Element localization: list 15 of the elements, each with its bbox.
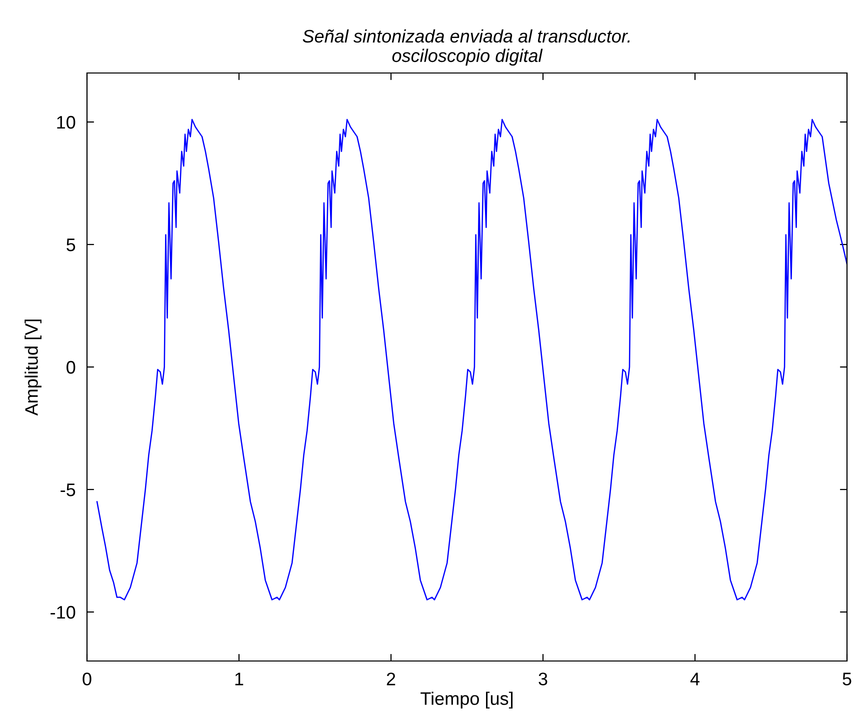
x-tick-label: 1 (235, 672, 244, 686)
y-tick-label: 0 (66, 360, 76, 374)
y-tick-label: -5 (60, 484, 76, 496)
y-tick-label: 5 (66, 238, 76, 252)
x-tick-label: 2 (386, 672, 396, 686)
x-tick-label: 5 (842, 672, 852, 686)
line-series (96, 118, 847, 600)
y-tick-label: 10 (57, 116, 76, 129)
x-axis-title: Tiempo [us] (420, 692, 513, 709)
x-tick-label: 0 (82, 672, 92, 686)
chart-title: Señal sintonizada enviada al transductor. osciloscopio digital (302, 29, 630, 66)
x-tick-label: 3 (538, 672, 548, 686)
y-tick-label: -10 (50, 606, 76, 619)
y-axis-title: Amplitud [V] (24, 320, 42, 416)
x-tick-label: 4 (690, 672, 700, 686)
